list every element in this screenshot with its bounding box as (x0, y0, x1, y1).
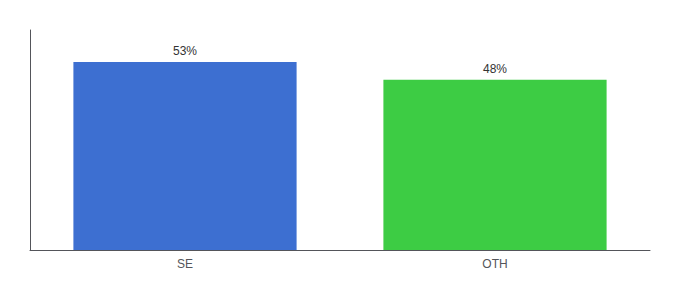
svg-text:OTH: OTH (482, 257, 507, 271)
svg-text:SE: SE (177, 257, 193, 271)
svg-text:53%: 53% (173, 44, 197, 58)
svg-text:48%: 48% (483, 62, 507, 76)
